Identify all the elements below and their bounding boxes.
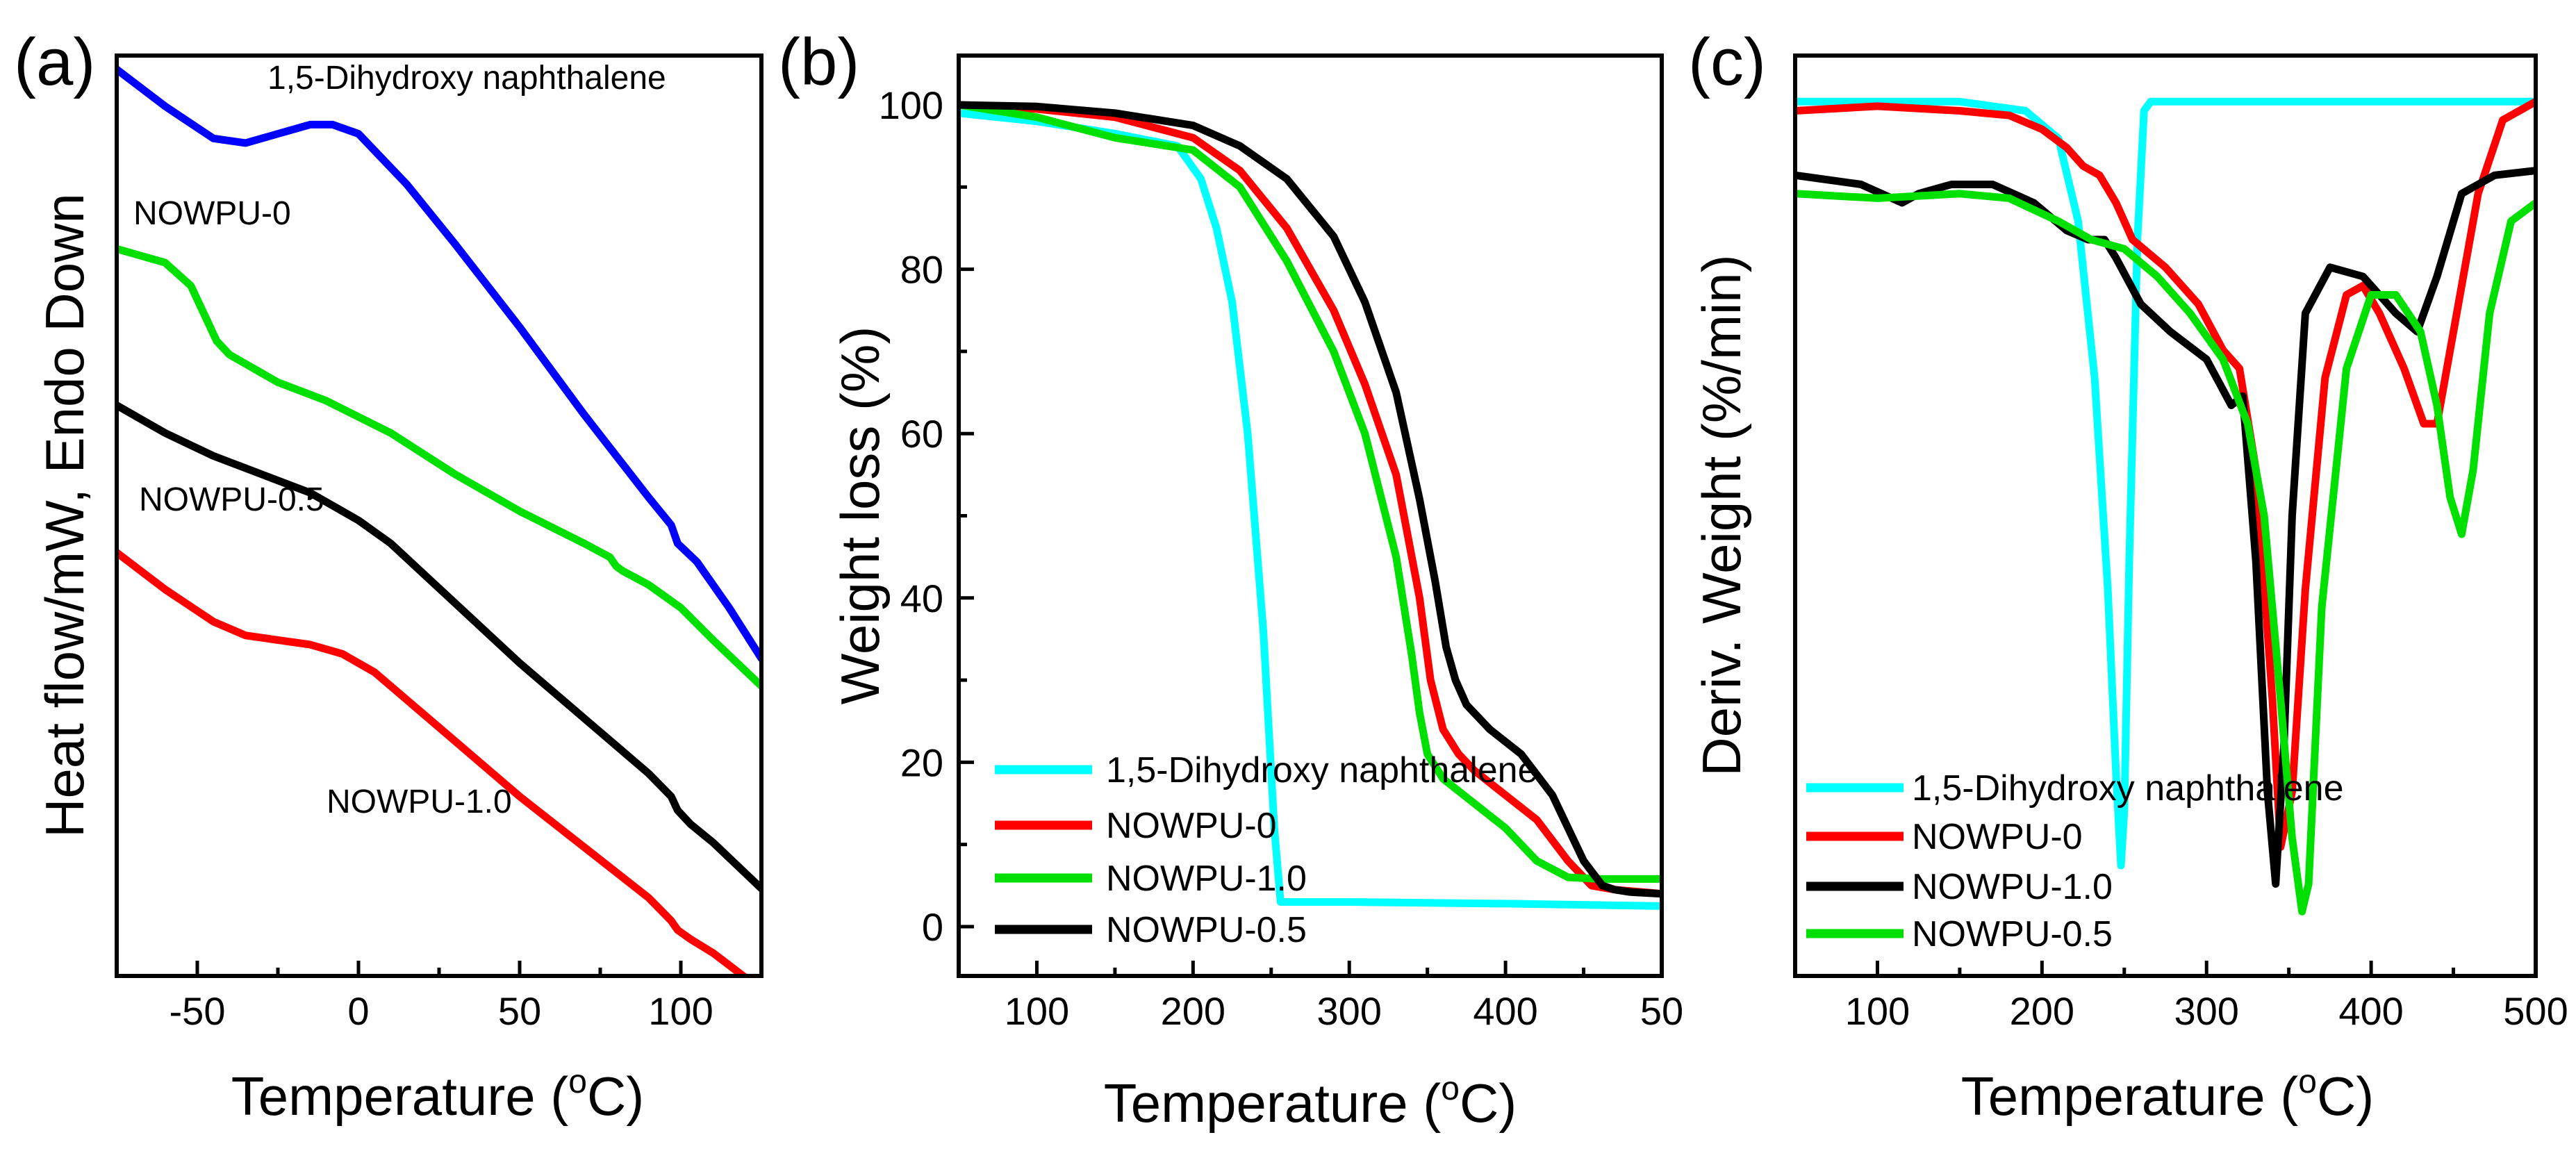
panel-b-x-tick-label: 400 (1473, 989, 1537, 1033)
panel-b-x-axis-title: Temperature (oC) (1104, 1070, 1517, 1134)
panel-b-series-nowpu-0-5 (959, 101, 1662, 898)
panel-c-x-tick-label: 400 (2338, 989, 2403, 1033)
panel-b-y-tick-label: 60 (900, 412, 943, 456)
panel-c-plot-frame (1793, 53, 2538, 978)
panel-c-letter: (c) (1688, 25, 1766, 99)
panel-c-series-nowpu-0-5 (1795, 190, 2536, 916)
panel-b-y-tick-label: 20 (900, 740, 943, 784)
panel-a-series-nowpu-1-0 (117, 549, 750, 976)
panel-b-legend-naphthalene: 1,5-Dihydroxy naphthalene (1106, 750, 1538, 790)
panel-a-letter: (a) (14, 25, 95, 99)
panel-b-y-tick-label: 40 (900, 577, 943, 620)
panel-b-legend-nowpu-1-0: NOWPU-1.0 (1106, 859, 1307, 899)
panel-a-dsc-chart: (a) -50 0 50 100 1,5-Dihydroxy naphthalene … (14, 25, 763, 1127)
panel-b-x-tick-label: 300 (1317, 989, 1382, 1033)
panel-a-series-naphthalene (117, 65, 761, 663)
panel-c-dtg-chart: (c) 100 200 300 400 500 1,5-Dihydroxy naphth… (1688, 25, 2568, 1127)
panel-a-label-nowpu-0: NOWPU-0 (133, 195, 291, 232)
panel-a-x-tick-label: -50 (170, 989, 226, 1033)
panel-c-x-axis-title: Temperature (oC) (1961, 1063, 2375, 1127)
panel-b-y-axis-title: Weight loss (%) (829, 326, 891, 705)
panel-a-label-nowpu-0-5: NOWPU-0.5 (139, 481, 324, 518)
panel-b-legend: 1,5-Dihydroxy naphthalene NOWPU-0 NOWPU-… (995, 750, 1538, 950)
panel-b-series-nowpu-0 (959, 101, 1662, 898)
panel-b-plot-frame (957, 53, 1664, 978)
panel-b-x-tick-label: 50 (1640, 989, 1683, 1033)
panel-c-x-ticks: 100 200 300 400 500 (1793, 961, 2568, 1033)
panel-c-x-tick-label: 500 (2503, 989, 2568, 1033)
panel-b-series-nowpu-1-0 (959, 101, 1662, 883)
panel-a-x-ticks: -50 0 50 100 (115, 961, 763, 1033)
panel-b-legend-nowpu-0-5: NOWPU-0.5 (1106, 910, 1307, 950)
panel-a-x-tick-label: 0 (347, 989, 369, 1033)
panel-c-y-axis-title: Deriv. Weight (%/min) (1691, 254, 1752, 776)
panel-a-label-nowpu-1-0: NOWPU-1.0 (327, 784, 512, 820)
panel-b-y-tick-label: 80 (900, 248, 943, 292)
panel-c-legend-nowpu-0: NOWPU-0 (1912, 817, 2083, 857)
panel-c-legend-nowpu-1-0: NOWPU-1.0 (1912, 867, 2113, 907)
panel-b-tga-chart: (b) 100 200 300 400 50 0 20 40 60 80 100 1,5-Dihy… (778, 25, 1683, 1134)
panel-b-letter: (b) (778, 25, 859, 99)
panel-c-series-nowpu-0 (1795, 97, 2536, 851)
panel-c-series-naphthalene (1795, 97, 2536, 870)
panel-c-x-tick-label: 100 (1845, 989, 1910, 1033)
panel-b-y-ticks: 0 20 40 60 80 100 (879, 83, 974, 949)
panel-b-x-tick-label: 100 (1005, 989, 1069, 1033)
panel-a-y-axis-title: Heat flow/mW, Endo Down (34, 193, 95, 838)
panel-a-x-tick-label: 50 (498, 989, 541, 1033)
panel-c-x-tick-label: 200 (2010, 989, 2074, 1033)
panel-c-legend: 1,5-Dihydroxy naphthalene NOWPU-0 NOWPU-… (1806, 768, 2344, 954)
panel-b-x-ticks: 100 200 300 400 50 (957, 961, 1683, 1033)
panel-a-series-nowpu-0 (117, 245, 761, 690)
panel-b-legend-nowpu-0: NOWPU-0 (1106, 806, 1277, 846)
panel-a-x-axis-title: Temperature (oC) (231, 1063, 645, 1127)
panel-c-legend-naphthalene: 1,5-Dihydroxy naphthalene (1912, 768, 2344, 809)
panel-a-x-tick-label: 100 (648, 989, 713, 1033)
panel-c-x-tick-label: 300 (2174, 989, 2239, 1033)
panel-a-series-nowpu-0-5 (117, 401, 761, 893)
panel-c-legend-nowpu-0-5: NOWPU-0.5 (1912, 914, 2113, 954)
panel-b-x-tick-label: 200 (1161, 989, 1225, 1033)
panel-a-label-naphthalene: 1,5-Dihydroxy naphthalene (267, 60, 666, 97)
panel-b-y-tick-label: 0 (922, 905, 943, 949)
panel-b-y-tick-label: 100 (879, 83, 943, 127)
